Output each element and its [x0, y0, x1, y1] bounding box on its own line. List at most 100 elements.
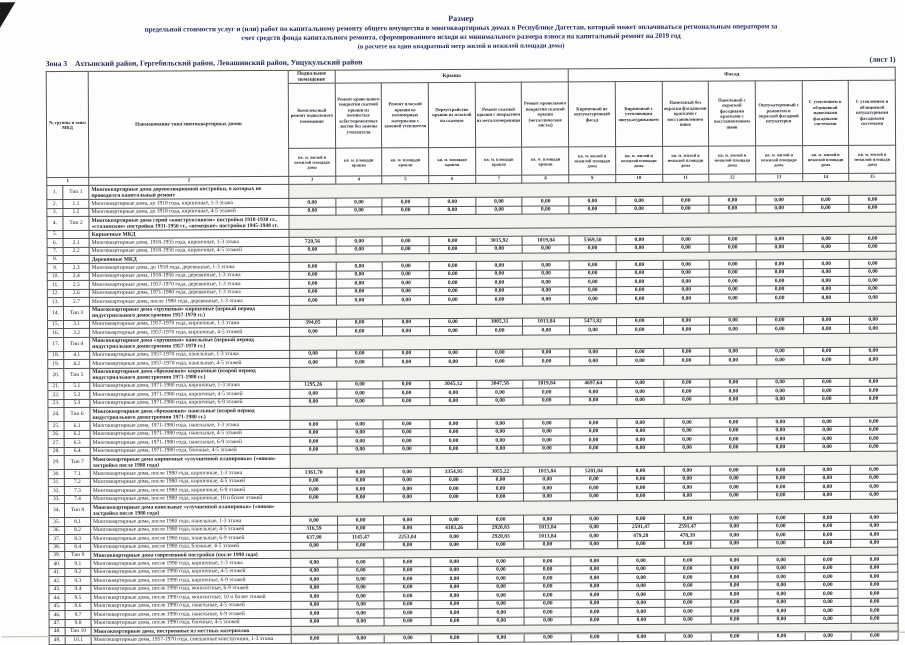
- row-number: 38.: [49, 543, 65, 552]
- value-cell: 0,00: [711, 556, 758, 565]
- value-cell: 0,00: [805, 598, 852, 607]
- value-cell: 3055,22: [477, 467, 524, 476]
- value-cell: 0,00: [758, 607, 805, 616]
- value-cell: 0,00: [477, 515, 524, 524]
- value-cell: 0,00: [477, 445, 524, 454]
- value-cell: 0,00: [617, 540, 664, 549]
- row-number: 1.: [47, 186, 63, 200]
- row-code: 1.2: [63, 208, 89, 217]
- row-code: Тип 9: [65, 551, 91, 559]
- value-cell: 0,00: [756, 196, 803, 205]
- value-cell: 0,00: [337, 468, 384, 477]
- row-code: 6.4: [64, 447, 90, 456]
- column-header-12: С утеплением и облицовкой штукатурными ф…: [849, 80, 896, 145]
- value-cell: 0,00: [430, 428, 477, 437]
- row-number: 40.: [49, 560, 65, 569]
- value-cell: 0,00: [616, 294, 663, 303]
- row-number: 35.: [49, 518, 65, 527]
- value-cell: 0,00: [476, 349, 523, 358]
- value-cell: 0,00: [336, 296, 383, 305]
- value-cell: 0,00: [337, 476, 384, 485]
- value-cell: 0,00: [850, 395, 897, 404]
- value-cell: 0,00: [804, 426, 851, 435]
- value-cell: 0,00: [804, 555, 851, 564]
- value-cell: 0,00: [524, 492, 571, 501]
- value-cell: 1361,70: [290, 468, 337, 477]
- zone-heading: Зона 3 Ахтынский район, Гергебильский ра…: [46, 57, 369, 68]
- value-cell: 0,00: [851, 474, 898, 483]
- value-cell: 0,00: [290, 485, 337, 494]
- value-cell: 0,00: [758, 615, 805, 624]
- value-cell: 0,00: [803, 293, 850, 302]
- row-code: Тип 6: [64, 407, 90, 421]
- value-cell: 0,00: [617, 427, 664, 436]
- column-number-5: 5: [382, 176, 429, 184]
- document-title: Размер предельной стоимости услуг и (или…: [0, 0, 904, 53]
- row-code: 6.3: [64, 438, 90, 447]
- value-cell: 0,00: [569, 286, 616, 295]
- value-cell: 0,00: [524, 608, 571, 617]
- value-cell: 1295,26: [290, 381, 337, 390]
- column-number-14: 14: [802, 173, 849, 181]
- value-cell: 0,00: [571, 608, 618, 617]
- value-cell: 0,00: [616, 205, 663, 214]
- value-cell: 0,00: [617, 387, 664, 396]
- zone-row: Зона 3 Ахтынский район, Гергебильский ра…: [46, 55, 896, 68]
- value-cell: 0,00: [384, 592, 431, 601]
- value-cell: 0,00: [570, 419, 617, 428]
- value-cell: 0,00: [756, 260, 803, 269]
- value-cell: 0,00: [336, 198, 383, 207]
- row-number: 17.: [48, 337, 64, 351]
- value-cell: 0,00: [758, 573, 805, 582]
- value-cell: 0,00: [290, 494, 337, 503]
- value-cell: 0,00: [616, 277, 663, 286]
- value-cell: 0,00: [289, 296, 336, 305]
- value-cell: 0,00: [616, 235, 663, 244]
- column-unit-6: кв. м. жилой и нежилой площади дома: [569, 147, 616, 175]
- value-cell: 1013,84: [523, 317, 570, 326]
- row-code: [63, 230, 89, 238]
- value-cell: 0,00: [570, 388, 617, 397]
- value-cell: 0,00: [618, 582, 665, 591]
- value-cell: 0,00: [662, 205, 709, 214]
- value-cell: 0,00: [384, 558, 431, 567]
- value-cell: 0,00: [570, 475, 617, 484]
- value-cell: 3354,95: [430, 467, 477, 476]
- value-cell: 0,00: [616, 286, 663, 295]
- row-code: 2.4: [63, 272, 89, 281]
- value-cell: 0,00: [804, 589, 851, 598]
- value-cell: 0,00: [757, 531, 804, 540]
- value-cell: 0,00: [476, 278, 523, 287]
- row-code: 2.3: [63, 263, 89, 272]
- value-cell: 0,00: [570, 326, 617, 335]
- value-cell: 0,00: [383, 318, 430, 327]
- row-code: [63, 255, 89, 263]
- value-cell: 0,00: [571, 565, 618, 574]
- row-number: 43.: [49, 585, 65, 594]
- value-cell: 0,00: [571, 515, 618, 524]
- column-header-11: С утеплением и облицовкой навесными фаса…: [802, 80, 849, 145]
- value-cell: 0,00: [850, 355, 897, 364]
- value-cell: 0,00: [570, 436, 617, 445]
- value-cell: 0,00: [523, 278, 570, 287]
- value-cell: 0,00: [850, 426, 897, 435]
- value-cell: 0,00: [618, 565, 665, 574]
- row-name: Многоквартирные дома «хрущевки» кирпичны…: [89, 305, 289, 320]
- value-cell: 0,00: [664, 514, 711, 523]
- value-cell: 0,00: [430, 318, 477, 327]
- value-cell: 0,00: [664, 565, 711, 574]
- row-code: 9.6: [65, 602, 91, 611]
- value-cell: 0,00: [382, 198, 429, 207]
- row-number: 42.: [49, 577, 65, 586]
- value-cell: 0,00: [477, 541, 524, 550]
- value-cell: 0,00: [430, 484, 477, 493]
- value-cell: 0,00: [431, 566, 478, 575]
- value-cell: 0,00: [290, 477, 337, 486]
- value-cell: 0,00: [477, 419, 524, 428]
- value-cell: 0,00: [338, 600, 385, 609]
- value-cell: 0,00: [757, 418, 804, 427]
- value-cell: 0,00: [477, 436, 524, 445]
- value-cell: 0,00: [711, 573, 758, 582]
- row-code: 2.7: [63, 297, 89, 306]
